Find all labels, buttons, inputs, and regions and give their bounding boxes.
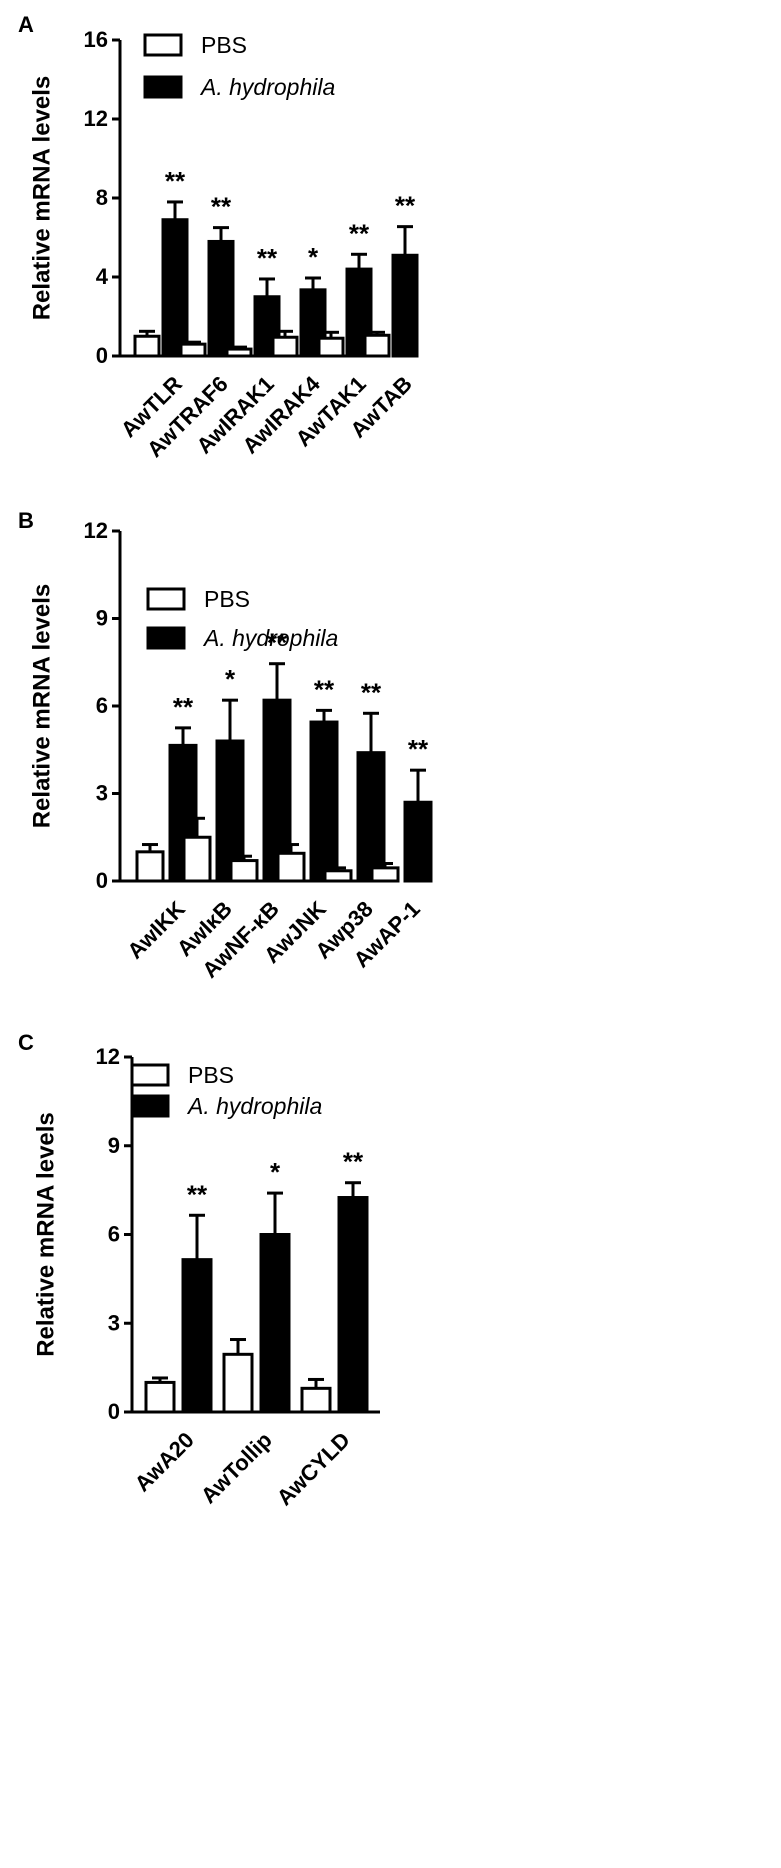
- y-tick-label: 9: [108, 1133, 120, 1158]
- legend-label-pbs: PBS: [204, 586, 250, 612]
- panel-label: A: [18, 12, 34, 37]
- significance-label: *: [270, 1157, 281, 1187]
- y-tick-label: 3: [96, 781, 108, 806]
- significance-label: **: [173, 692, 194, 722]
- pbs-bar: [179, 342, 207, 358]
- significance-label: **: [395, 191, 416, 221]
- panel-label: B: [18, 508, 34, 533]
- y-tick-label: 12: [84, 106, 108, 131]
- a-hydrophila-bar: [337, 1196, 369, 1414]
- legend-label-a-hydrophila: A. hydrophila: [199, 74, 335, 100]
- pbs-bar: [229, 859, 259, 883]
- y-tick-label: 6: [108, 1222, 120, 1247]
- a-hydrophila-bar: [161, 218, 189, 358]
- pbs-bar: [144, 1380, 176, 1414]
- pbs-bar: [370, 866, 400, 883]
- significance-label: **: [267, 628, 288, 658]
- pbs-bar: [276, 851, 306, 883]
- a-hydrophila-bar: [403, 800, 433, 883]
- pbs-bar: [323, 869, 353, 883]
- pbs-bar: [182, 835, 212, 883]
- significance-label: **: [349, 218, 370, 248]
- legend-label-pbs: PBS: [201, 32, 247, 58]
- pbs-bar: [300, 1386, 332, 1414]
- significance-label: **: [165, 166, 186, 196]
- significance-label: *: [225, 664, 236, 694]
- y-axis-label: Relative mRNA levels: [33, 1112, 60, 1357]
- y-tick-label: 12: [84, 518, 108, 543]
- category-label: AwA20: [130, 1427, 199, 1496]
- legend-label-a-hydrophila: A. hydrophila: [186, 1093, 322, 1119]
- legend-label-a-hydrophila: A. hydrophila: [202, 625, 338, 651]
- pbs-bar: [317, 336, 345, 358]
- a-hydrophila-bar: [253, 295, 281, 358]
- y-axis-label: Relative mRNA levels: [29, 584, 56, 829]
- y-tick-label: 12: [96, 1044, 120, 1069]
- y-tick-label: 0: [108, 1399, 120, 1424]
- pbs-bar: [135, 850, 165, 883]
- category-label: AwTollip: [196, 1427, 277, 1508]
- category-label: AwCYLD: [272, 1427, 355, 1510]
- legend-swatch-a-hydrophila: [130, 1094, 170, 1118]
- y-tick-label: 9: [96, 606, 108, 631]
- significance-label: **: [343, 1147, 364, 1177]
- y-tick-label: 16: [84, 27, 108, 52]
- legend-swatch-pbs: [143, 33, 183, 57]
- a-hydrophila-bar: [356, 751, 386, 883]
- pbs-bar: [222, 1352, 254, 1414]
- pbs-bar: [133, 334, 161, 358]
- a-hydrophila-bar: [207, 239, 235, 358]
- a-hydrophila-bar: [262, 698, 292, 883]
- y-tick-label: 3: [108, 1310, 120, 1335]
- pbs-bar: [225, 347, 253, 358]
- legend-swatch-a-hydrophila: [143, 75, 183, 99]
- a-hydrophila-bar: [259, 1233, 291, 1414]
- y-tick-label: 6: [96, 693, 108, 718]
- pbs-bar: [363, 333, 391, 358]
- pbs-bar: [271, 335, 299, 358]
- significance-label: **: [314, 674, 335, 704]
- significance-label: **: [187, 1179, 208, 1209]
- a-hydrophila-bar: [391, 253, 419, 358]
- significance-label: **: [408, 734, 429, 764]
- legend-swatch-pbs: [146, 587, 186, 611]
- significance-label: **: [361, 677, 382, 707]
- significance-label: **: [257, 243, 278, 273]
- y-tick-label: 8: [96, 185, 108, 210]
- significance-label: **: [211, 192, 232, 222]
- a-hydrophila-bar: [309, 720, 339, 883]
- y-tick-label: 4: [96, 264, 109, 289]
- panel-label: C: [18, 1030, 34, 1055]
- legend-swatch-pbs: [130, 1063, 170, 1087]
- y-tick-label: 0: [96, 343, 108, 368]
- y-axis-label: Relative mRNA levels: [29, 76, 56, 321]
- a-hydrophila-bar: [181, 1258, 213, 1414]
- significance-label: *: [308, 242, 319, 272]
- legend-label-pbs: PBS: [188, 1062, 234, 1088]
- legend-swatch-a-hydrophila: [146, 626, 186, 650]
- y-tick-label: 0: [96, 868, 108, 893]
- category-label: AwIKK: [122, 896, 190, 964]
